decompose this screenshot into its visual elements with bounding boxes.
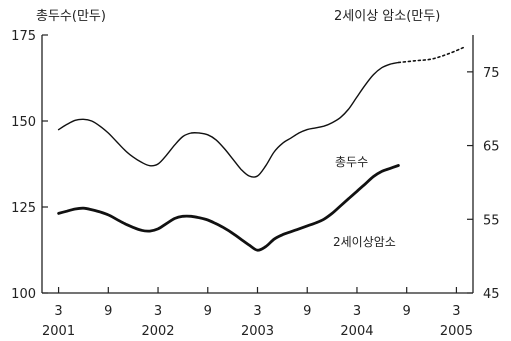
- right-axis-title: 2세이상 암소(만두): [334, 9, 440, 24]
- series-line-cows: [57, 164, 400, 252]
- left-axis-title: 총두수(만두): [36, 9, 106, 24]
- left-tick-label: 100: [11, 287, 36, 302]
- right-y-ticks: 75 65 55 45: [467, 66, 500, 302]
- left-tick-label: 150: [11, 115, 36, 130]
- series-layer: [57, 46, 466, 252]
- x-tick-year-label: 2003: [241, 324, 274, 339]
- x-tick-month-label: 3: [154, 304, 162, 319]
- left-y-ticks: 175 150 125 100: [11, 29, 48, 302]
- left-tick-label: 175: [11, 29, 36, 44]
- x-tick-month-label: 9: [104, 304, 112, 319]
- x-tick-month-label: 3: [253, 304, 261, 319]
- series-line-total: [57, 61, 400, 178]
- x-tick-year-label: 2005: [440, 324, 473, 339]
- series-label-cows: 2세이상암소: [333, 235, 396, 249]
- x-tick-month-label: 3: [353, 304, 361, 319]
- right-tick-label: 65: [483, 140, 500, 155]
- right-tick-label: 45: [483, 287, 500, 302]
- right-tick-label: 55: [483, 213, 500, 228]
- x-tick-month-label: 9: [204, 304, 212, 319]
- series-projection-total: [397, 46, 466, 64]
- x-tick-year-label: 2001: [42, 324, 75, 339]
- x-tick-month-label: 3: [452, 304, 460, 319]
- x-ticks: 3 2001 9 3 2002 9 3 2003 9 3 2004 9 3 2005: [42, 287, 473, 339]
- series-label-total: 총두수: [335, 155, 368, 169]
- right-tick-label: 75: [483, 66, 500, 81]
- x-tick-month-label: 9: [303, 304, 311, 319]
- x-tick-year-label: 2002: [141, 324, 174, 339]
- x-tick-month-label: 3: [54, 304, 62, 319]
- x-tick-year-label: 2004: [340, 324, 373, 339]
- x-tick-month-label: 9: [403, 304, 411, 319]
- left-tick-label: 125: [11, 201, 36, 216]
